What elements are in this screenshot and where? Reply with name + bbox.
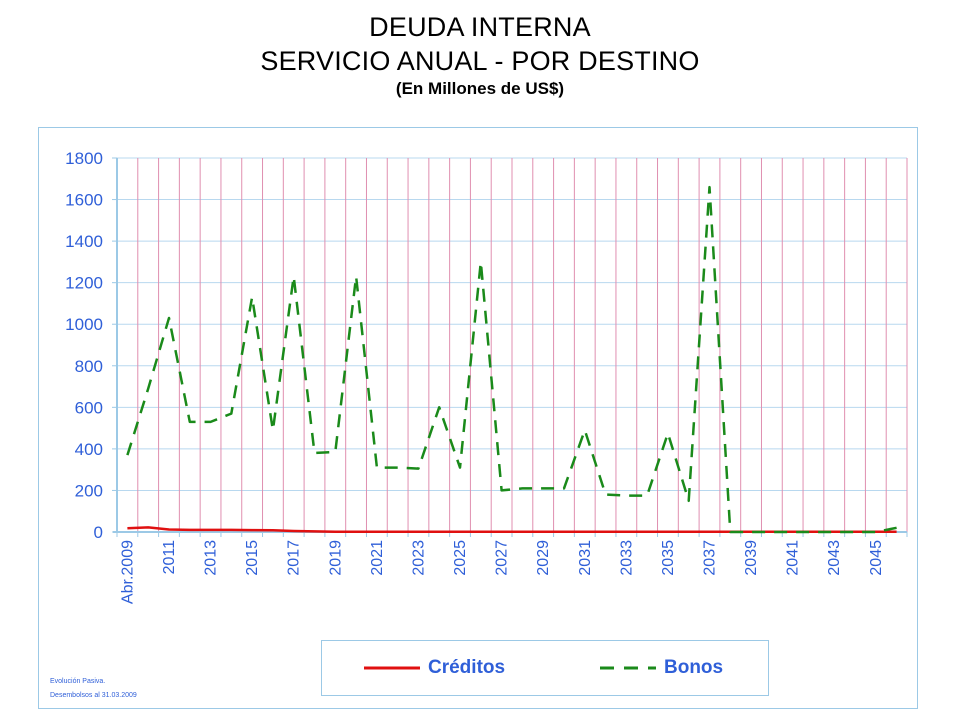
footnote-2: Desembolsos al 31.03.2009 <box>50 692 137 699</box>
series-line-creditos <box>127 526 897 534</box>
y-tick-label: 1800 <box>65 149 103 168</box>
x-tick-label: 2025 <box>452 540 469 576</box>
x-tick-label: 2041 <box>785 540 802 576</box>
chart-subtitle: (En Millones de US$) <box>395 79 565 98</box>
y-tick-label: 1200 <box>65 274 103 293</box>
x-tick-label: 2011 <box>161 540 178 575</box>
legend-swatch-creditos <box>364 666 420 670</box>
x-tick-label: 2031 <box>577 540 594 576</box>
x-tick-label: 2027 <box>494 540 511 576</box>
x-tick-label: 2029 <box>535 540 552 576</box>
x-tick-label: 2037 <box>702 540 719 576</box>
chart-title-line2: SERVICIO ANUAL - POR DESTINO <box>260 46 700 76</box>
x-tick-label: 2023 <box>410 540 427 576</box>
x-tick-label: 2013 <box>203 540 220 576</box>
x-tick-label: 2033 <box>618 540 635 576</box>
legend: Créditos Bonos <box>321 640 769 696</box>
y-tick-label: 1400 <box>65 232 103 251</box>
x-tick-label: 2039 <box>743 540 760 576</box>
legend-item-creditos: Créditos <box>364 657 505 679</box>
y-tick-label: 800 <box>75 357 103 376</box>
chart-title-line1: DEUDA INTERNA <box>369 12 591 42</box>
legend-label-bonos: Bonos <box>664 657 724 678</box>
y-tick-label: 1600 <box>65 191 103 210</box>
footnote-1: Evolución Pasiva. <box>50 678 106 685</box>
legend-item-bonos: Bonos <box>600 657 723 679</box>
chart-frame: 0 200 400 600 800 1000 1200 1400 1600 1800 Abr.200… <box>38 127 918 709</box>
legend-label-creditos: Créditos <box>428 657 506 678</box>
line-chart: 0 200 400 600 800 1000 1200 1400 1600 1800 Abr.200… <box>65 149 908 604</box>
y-tick-label: 200 <box>75 481 103 500</box>
x-tick-label: 2019 <box>327 540 344 576</box>
x-tick-label: 2021 <box>369 540 386 576</box>
x-tick-label: 2043 <box>826 540 843 576</box>
x-tick-label: 2035 <box>660 540 677 576</box>
x-tick-label: 2017 <box>286 540 303 576</box>
y-tick-label: 600 <box>75 398 103 417</box>
title-block: DEUDA INTERNA SERVICIO ANUAL - POR DESTI… <box>0 10 960 100</box>
y-tick-label: 400 <box>75 440 103 459</box>
x-tick-label: 2015 <box>244 540 261 576</box>
legend-swatch-bonos <box>600 666 656 670</box>
y-tick-label: 1000 <box>65 315 103 334</box>
x-tick-label: 2045 <box>868 540 885 576</box>
x-tick-label: Abr.2009 <box>119 540 136 604</box>
y-tick-label: 0 <box>94 523 103 542</box>
